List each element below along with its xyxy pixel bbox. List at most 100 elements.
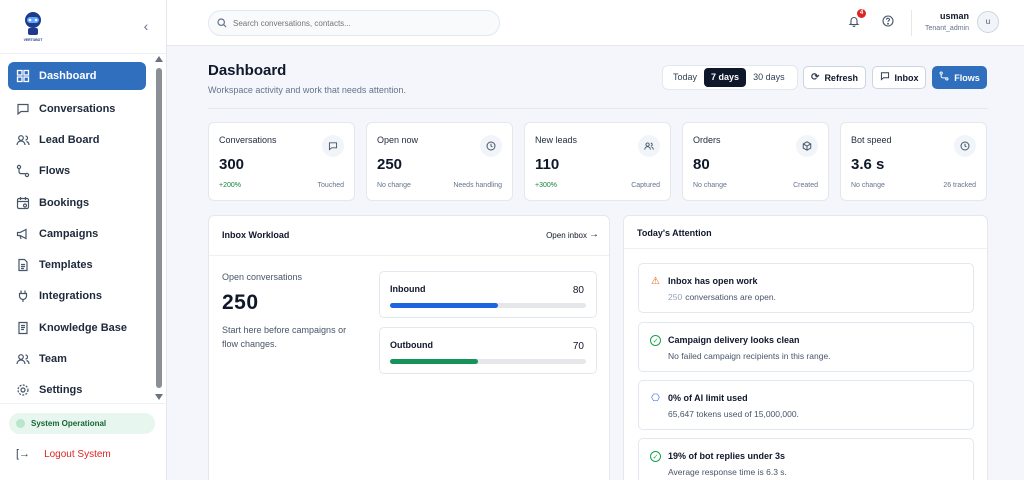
logo-text: VERTOBOT: [24, 38, 44, 42]
team-icon: [16, 352, 30, 366]
grid-icon: [16, 69, 30, 83]
flows-button[interactable]: Flows: [932, 66, 987, 89]
flow-icon: [16, 164, 30, 178]
scroll-down-arrow-icon[interactable]: [155, 394, 163, 400]
inbound-box: Inbound 80: [379, 271, 597, 318]
sidebar-item-settings[interactable]: Settings: [0, 375, 152, 406]
attention-title: 0% of AI limit used: [668, 393, 748, 403]
header-divider: [911, 10, 912, 36]
scroll-thumb[interactable]: [156, 68, 162, 388]
sidebar-item-lead-board[interactable]: Lead Board: [0, 124, 152, 155]
sidebar-item-label: Dashboard: [39, 70, 97, 82]
flows-label: Flows: [954, 72, 980, 83]
system-status-text: System Operational: [31, 419, 107, 428]
page-subtitle: Workspace activity and work that needs a…: [208, 85, 406, 95]
search-box[interactable]: [208, 10, 500, 36]
sidebar-item-label: Flows: [39, 165, 71, 178]
range-30-days[interactable]: 30 days: [753, 72, 785, 82]
sidebar-item-templates[interactable]: Templates: [0, 249, 152, 280]
range-today[interactable]: Today: [673, 72, 698, 82]
stat-note: Created: [793, 182, 818, 189]
users-icon: [16, 133, 30, 147]
attention-desc: Average response time is 6.3 s.: [668, 467, 787, 477]
clock-icon: [954, 135, 976, 157]
sidebar-item-campaigns[interactable]: Campaigns: [0, 218, 152, 249]
refresh-button[interactable]: ⟳ Refresh: [803, 66, 866, 89]
stat-note: Captured: [631, 182, 660, 189]
sidebar-scrollbar[interactable]: [155, 56, 163, 400]
collapse-sidebar-button[interactable]: ‹: [143, 18, 149, 34]
sidebar-item-bookings[interactable]: Bookings: [0, 187, 152, 218]
help-icon[interactable]: [882, 15, 894, 27]
sidebar: VERTOBOT ‹ Dashboard Conversations Lead …: [0, 0, 167, 480]
sidebar-item-label: Knowledge Base: [39, 321, 128, 334]
sidebar-item-label: Lead Board: [39, 133, 100, 146]
stat-delta: +300%: [535, 182, 557, 189]
logout-icon: [→: [16, 448, 31, 460]
attention-desc-text: conversations are open.: [685, 292, 776, 302]
chat-icon: [880, 71, 890, 84]
search-input[interactable]: [233, 18, 483, 28]
plug-icon: [16, 289, 30, 303]
page-title: Dashboard: [208, 62, 287, 79]
stat-card-bot-speed[interactable]: Bot speed 3.6 s No change 26 tracked: [840, 122, 987, 201]
sidebar-item-label: Campaigns: [39, 227, 99, 240]
sidebar-item-label: Settings: [39, 384, 83, 397]
attention-number: 250: [668, 292, 683, 302]
avatar[interactable]: u: [977, 11, 999, 33]
stat-label: Conversations: [219, 135, 277, 145]
calendar-icon: [16, 196, 30, 210]
warning-icon: ⚠: [651, 276, 660, 287]
sidebar-item-flows[interactable]: Flows: [0, 156, 152, 187]
inbound-progress-fill: [390, 303, 498, 308]
panel-header: Inbox Workload Open inbox →: [209, 216, 609, 256]
stat-card-open-now[interactable]: Open now 250 No change Needs handling: [366, 122, 513, 201]
sidebar-item-knowledge-base[interactable]: Knowledge Base: [0, 312, 152, 343]
stat-label: Open now: [377, 135, 419, 145]
date-range-selector: Today 7 days 30 days: [662, 65, 798, 90]
refresh-label: Refresh: [824, 72, 858, 83]
top-bar: 4 usman Tenant_admin u: [167, 0, 1024, 46]
panel-title: Inbox Workload: [222, 230, 290, 240]
stat-card-orders[interactable]: Orders 80 No change Created: [682, 122, 829, 201]
bell-icon[interactable]: [848, 15, 860, 27]
sidebar-item-conversations[interactable]: Conversations: [0, 93, 152, 124]
attention-desc: No failed campaign recipients in this ra…: [668, 351, 831, 361]
inbox-button[interactable]: Inbox: [872, 66, 926, 89]
stat-card-new-leads[interactable]: New leads 110 +300% Captured: [524, 122, 671, 201]
attention-item-campaign-delivery[interactable]: ✓ Campaign delivery looks clean No faile…: [638, 322, 974, 372]
header-separator: [208, 108, 988, 109]
logout-button[interactable]: [→ Logout System: [16, 448, 111, 460]
sidebar-item-dashboard[interactable]: Dashboard: [8, 62, 146, 90]
check-circle-icon: ✓: [650, 335, 661, 346]
sidebar-item-team[interactable]: Team: [0, 343, 152, 374]
stat-label: New leads: [535, 135, 578, 145]
attention-item-ai-limit[interactable]: ⎔ 0% of AI limit used 65,647 tokens used…: [638, 380, 974, 430]
scroll-up-arrow-icon[interactable]: [155, 56, 163, 62]
arrow-right-icon[interactable]: →: [589, 229, 599, 240]
stat-label: Orders: [693, 135, 721, 145]
open-inbox-link[interactable]: Open inbox: [546, 231, 587, 240]
inbound-value: 80: [572, 285, 584, 296]
search-icon: [217, 18, 227, 28]
status-dot-icon: [16, 419, 25, 428]
stat-value: 250: [377, 156, 403, 173]
attention-item-inbox-open-work[interactable]: ⚠ Inbox has open work 250 conversations a…: [638, 263, 974, 313]
stat-card-conversations[interactable]: Conversations 300 +200% Touched: [208, 122, 355, 201]
stat-value: 110: [535, 156, 560, 173]
outbound-box: Outbound 70: [379, 327, 597, 374]
sidebar-item-label: Integrations: [39, 290, 102, 303]
system-status-badge: System Operational: [9, 413, 155, 434]
outbound-label: Outbound: [390, 340, 433, 350]
user-name[interactable]: usman: [939, 11, 969, 21]
stat-delta: No change: [851, 182, 885, 189]
stat-delta: +200%: [219, 182, 241, 189]
megaphone-icon: [16, 227, 30, 241]
stat-value: 3.6 s: [851, 156, 885, 173]
range-7-days[interactable]: 7 days: [704, 68, 747, 87]
attention-item-bot-replies[interactable]: ✓ 19% of bot replies under 3s Average re…: [638, 438, 974, 480]
logout-label: Logout System: [44, 448, 111, 460]
box-icon: [796, 135, 818, 157]
sidebar-item-integrations[interactable]: Integrations: [0, 281, 152, 312]
sidebar-divider: [0, 403, 167, 404]
